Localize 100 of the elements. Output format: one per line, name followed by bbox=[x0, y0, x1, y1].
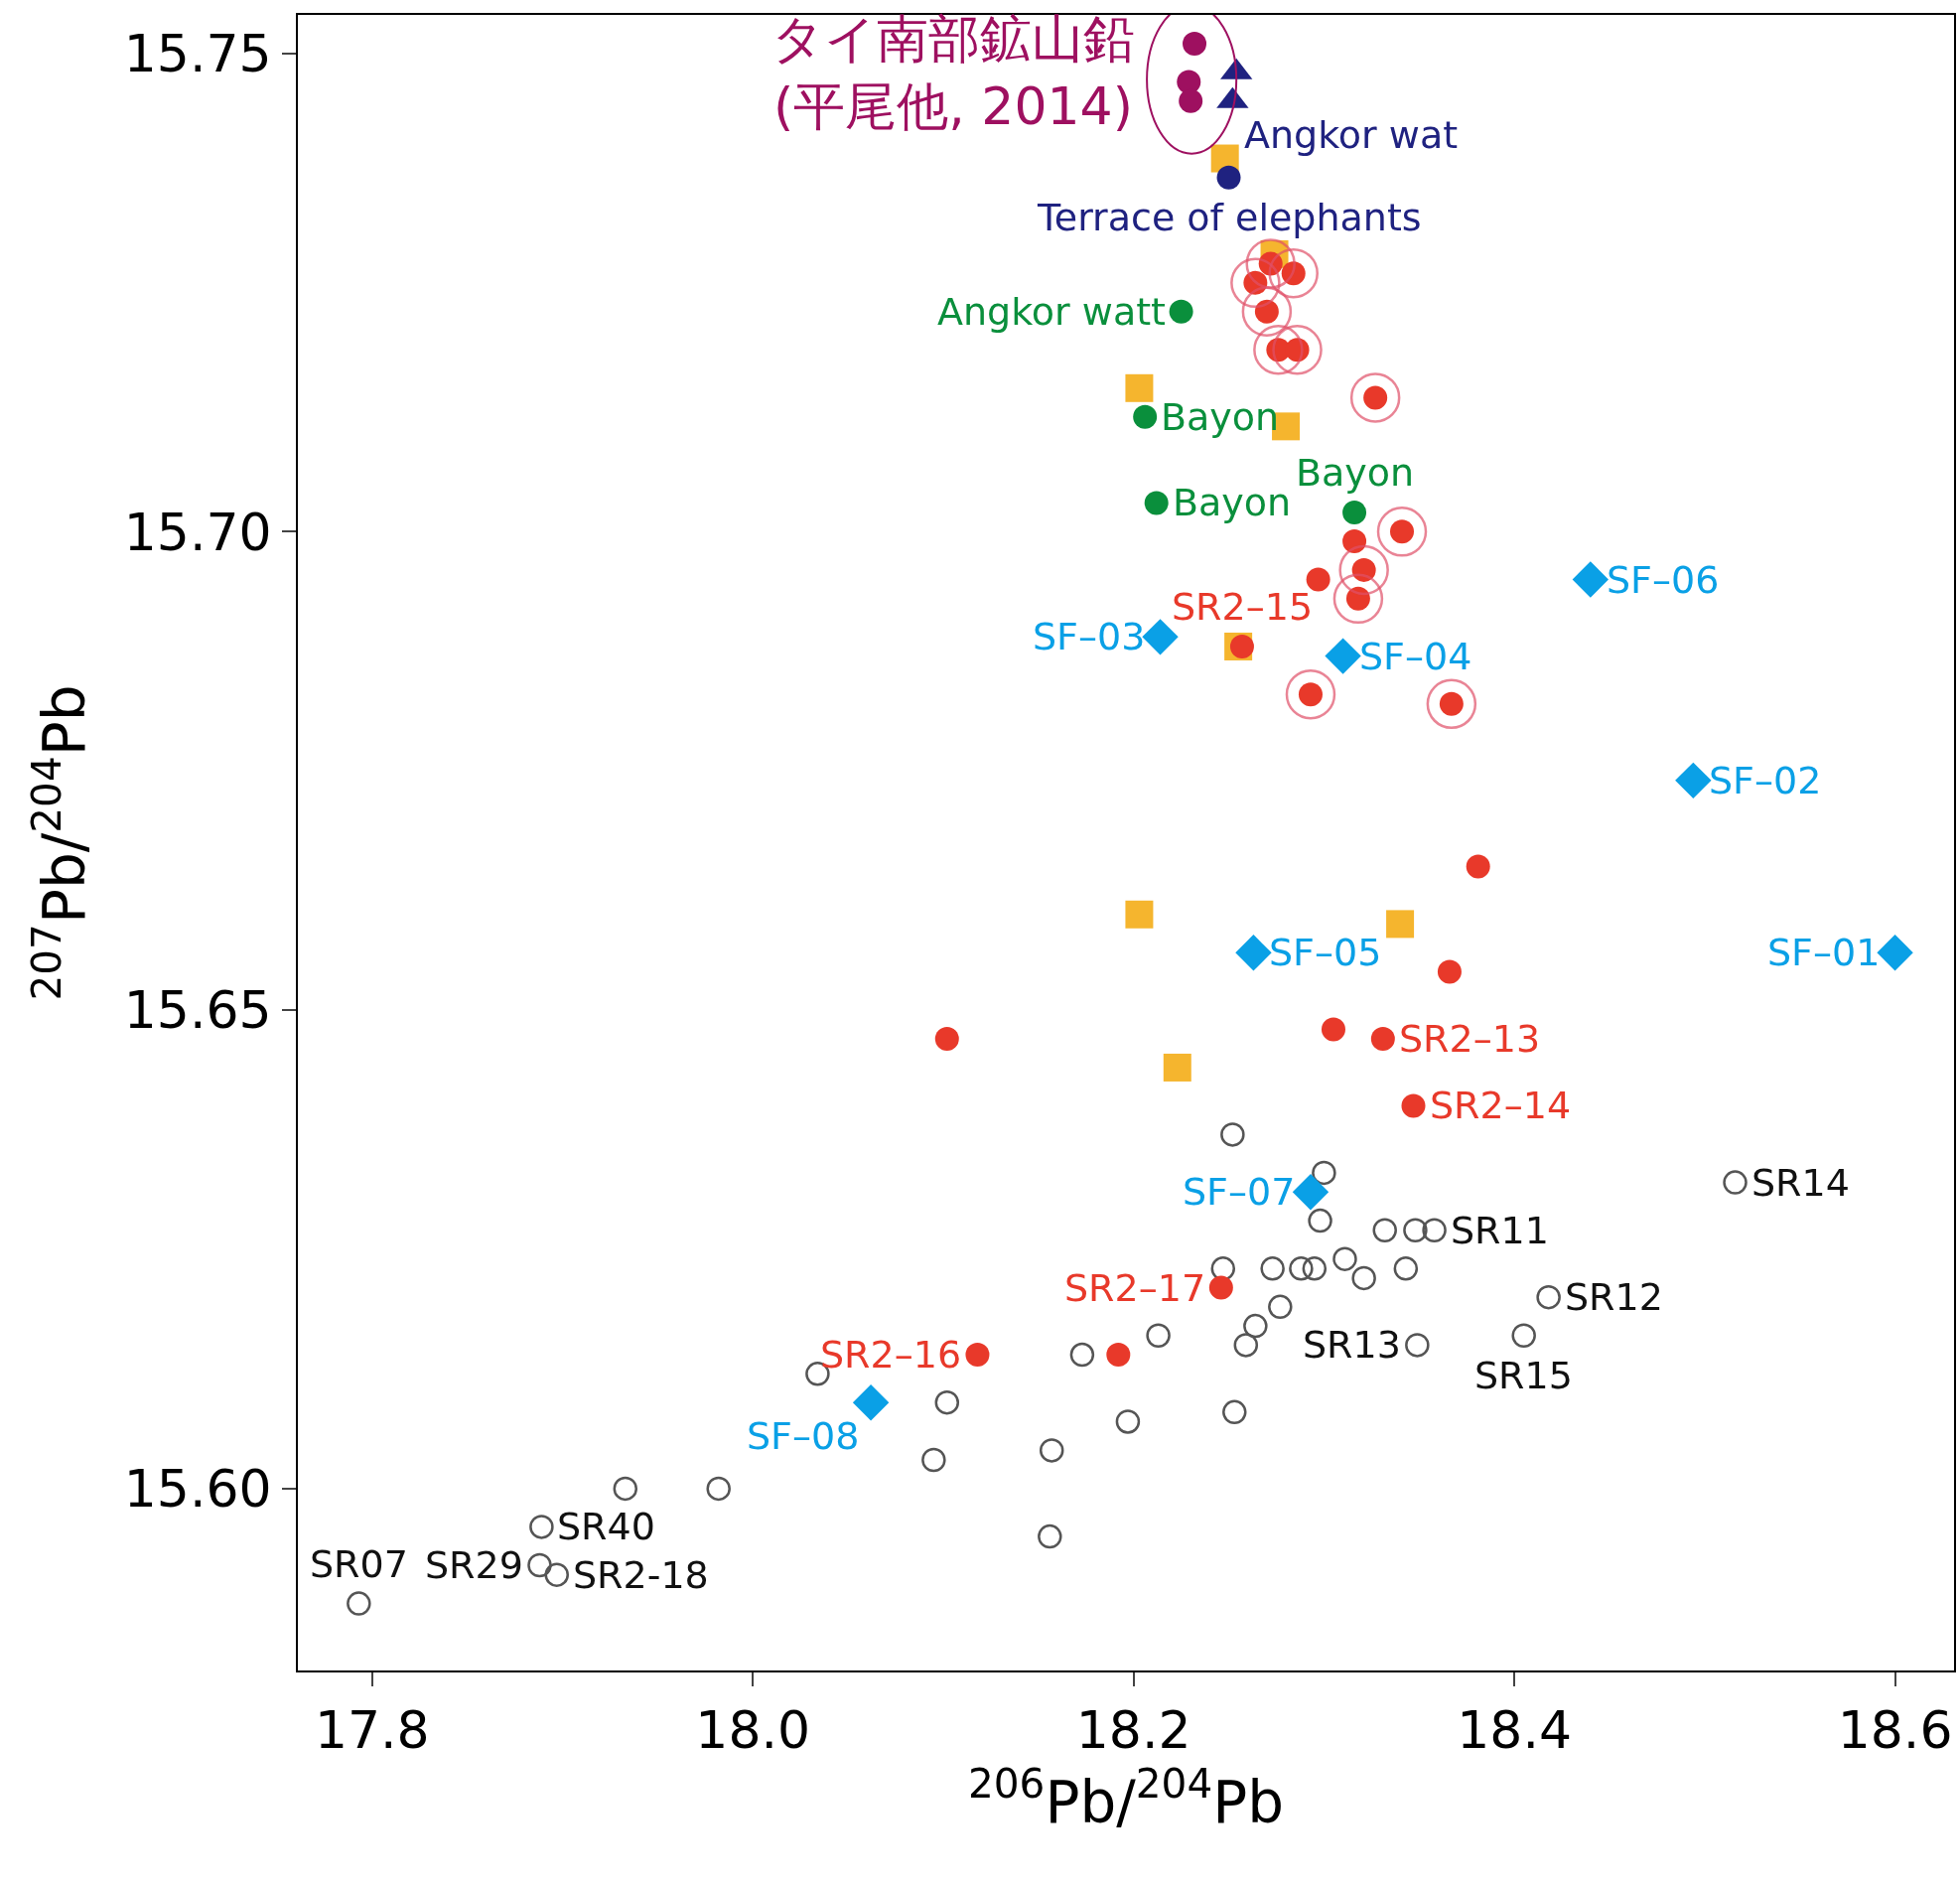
x-tick-label: 18.0 bbox=[695, 1700, 811, 1761]
point bbox=[1133, 404, 1158, 429]
data-label: SF–05 bbox=[1269, 931, 1382, 974]
data-label: Angkor watt bbox=[937, 290, 1166, 334]
point bbox=[1372, 1218, 1397, 1242]
point bbox=[1169, 299, 1193, 324]
point bbox=[1183, 31, 1207, 56]
point bbox=[1146, 1323, 1171, 1348]
point bbox=[1177, 70, 1201, 94]
point bbox=[1038, 1523, 1062, 1549]
point bbox=[1321, 1017, 1345, 1042]
point bbox=[1216, 165, 1241, 190]
point bbox=[1386, 910, 1415, 939]
point bbox=[1069, 1342, 1095, 1368]
point bbox=[1260, 1256, 1285, 1281]
data-label: SR14 bbox=[1751, 1161, 1850, 1205]
point bbox=[1233, 1333, 1259, 1358]
point bbox=[1208, 1275, 1233, 1300]
point bbox=[1325, 638, 1361, 674]
data-label: SR15 bbox=[1474, 1354, 1573, 1397]
y-tick-label: 15.70 bbox=[123, 502, 272, 562]
series-label: タイ南部鉱山鉛 (平尾他, 2014) bbox=[771, 9, 1135, 136]
point bbox=[1289, 1256, 1314, 1281]
x-tick-label: 18.6 bbox=[1837, 1700, 1953, 1761]
data-label: Bayon bbox=[1296, 451, 1415, 495]
data-label: SR40 bbox=[557, 1505, 655, 1548]
point bbox=[1106, 1343, 1131, 1368]
data-label: SR2–16 bbox=[820, 1333, 962, 1377]
data-label: SF–07 bbox=[1183, 1170, 1296, 1214]
point bbox=[1675, 762, 1712, 799]
point bbox=[706, 1476, 731, 1502]
point bbox=[1039, 1438, 1064, 1463]
point bbox=[1308, 1208, 1332, 1233]
point bbox=[1163, 1053, 1191, 1082]
point bbox=[934, 1027, 959, 1052]
data-label: SF–01 bbox=[1767, 931, 1881, 974]
point bbox=[613, 1476, 638, 1502]
y-tick-label: 15.75 bbox=[123, 23, 272, 83]
point bbox=[1351, 1265, 1376, 1291]
point bbox=[1422, 1218, 1447, 1242]
point bbox=[1877, 935, 1913, 971]
point bbox=[1302, 1256, 1328, 1281]
point bbox=[527, 1552, 552, 1578]
point bbox=[1125, 900, 1154, 929]
point bbox=[1332, 1246, 1357, 1271]
point bbox=[1292, 1174, 1330, 1211]
point bbox=[1723, 1170, 1748, 1195]
y-tick-label: 15.60 bbox=[123, 1459, 272, 1520]
data-label: SR2–17 bbox=[1064, 1266, 1206, 1310]
point bbox=[1401, 1093, 1426, 1118]
point bbox=[544, 1562, 569, 1587]
x-axis-title: $^{206}$Pb/$^{204}$Pb bbox=[967, 1760, 1285, 1836]
point bbox=[1210, 1256, 1236, 1281]
point bbox=[1142, 619, 1179, 655]
point bbox=[1342, 528, 1367, 553]
point bbox=[1342, 501, 1367, 525]
x-tick-label: 18.4 bbox=[1457, 1700, 1573, 1761]
x-tick-label: 18.2 bbox=[1075, 1700, 1191, 1761]
data-label: SR07 bbox=[310, 1542, 408, 1586]
point bbox=[347, 1591, 371, 1616]
data-label: SR2–13 bbox=[1399, 1017, 1541, 1061]
data-label: SR12 bbox=[1565, 1275, 1663, 1319]
point bbox=[852, 1384, 890, 1421]
data-label: SR2–15 bbox=[1172, 585, 1314, 629]
point bbox=[1511, 1323, 1536, 1348]
point bbox=[1403, 1218, 1428, 1242]
point bbox=[1243, 1313, 1268, 1339]
data-label: SF–03 bbox=[1033, 615, 1146, 658]
point bbox=[1312, 1160, 1336, 1186]
point bbox=[934, 1389, 960, 1415]
point bbox=[529, 1515, 554, 1539]
point bbox=[1144, 491, 1169, 515]
point bbox=[1179, 88, 1203, 113]
data-label: SF–08 bbox=[747, 1414, 860, 1458]
point bbox=[1222, 1399, 1247, 1425]
data-label: SR13 bbox=[1303, 1323, 1401, 1367]
point bbox=[1220, 1122, 1245, 1147]
point bbox=[1235, 935, 1272, 971]
point bbox=[1437, 959, 1462, 984]
data-label: SF–04 bbox=[1359, 635, 1472, 678]
point bbox=[1370, 1027, 1395, 1052]
point bbox=[1306, 567, 1330, 592]
point bbox=[965, 1343, 990, 1368]
data-label: SF–06 bbox=[1607, 558, 1720, 602]
x-tick-label: 17.8 bbox=[314, 1700, 430, 1761]
data-label: Angkor wat bbox=[1244, 113, 1459, 157]
point bbox=[1466, 854, 1490, 879]
data-label: Bayon bbox=[1173, 481, 1292, 524]
point bbox=[1393, 1256, 1419, 1281]
data-label: SR29 bbox=[425, 1543, 523, 1587]
point bbox=[1572, 561, 1610, 598]
point bbox=[1229, 634, 1254, 658]
point bbox=[1405, 1333, 1430, 1358]
point bbox=[1268, 1294, 1293, 1320]
y-tick-label: 15.65 bbox=[123, 980, 272, 1041]
data-label: SR11 bbox=[1451, 1209, 1549, 1252]
data-label: SR2-18 bbox=[573, 1553, 709, 1597]
data-label: SF–02 bbox=[1709, 759, 1822, 802]
point bbox=[1115, 1409, 1141, 1434]
point bbox=[1125, 373, 1154, 402]
